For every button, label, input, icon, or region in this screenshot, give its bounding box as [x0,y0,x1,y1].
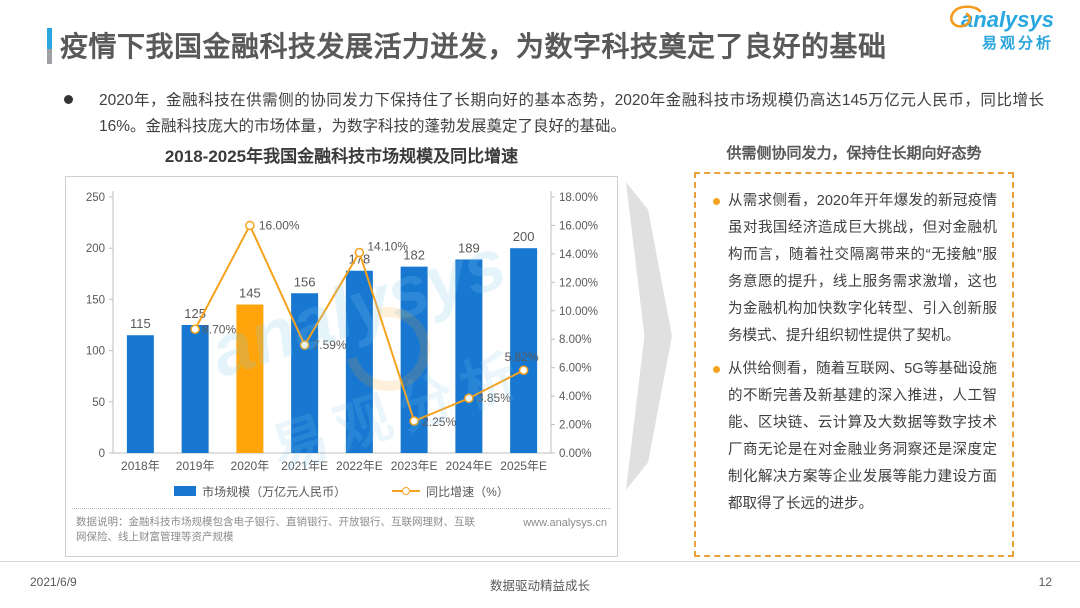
growth-value-label: 2.25% [422,415,456,429]
growth-marker [354,247,364,258]
data-note-text: 数据说明：金融科技市场规模包含电子银行、直销银行、开放银行、互联网理财、互联网保… [76,516,475,543]
growth-value-label: 14.10% [367,239,408,253]
insight-bullet-text: 从供给侧看，随着互联网、5G等基础设施的不断完善及新基建的深入推进，人工智能、区… [728,361,997,512]
right-axis-tick-label: 0.00% [559,448,592,460]
page-title: 疫情下我国金融科技发展活力迸发，为数字科技奠定了良好的基础 [60,31,887,62]
title-accent-bar [47,28,52,64]
legend-item-market-size: 市场规模（万亿元人民币） [174,483,346,500]
x-axis-label: 2020年 [230,459,269,473]
chart-note: 数据说明：金融科技市场规模包含电子银行、直销银行、开放银行、互联网理财、互联网保… [66,509,617,545]
chart-column: 2018-2025年我国金融科技市场规模及同比增速 analysys 易观分析 … [65,142,618,557]
bar-value-label: 200 [512,229,534,244]
bar [181,325,209,453]
bar [235,304,263,453]
x-axis-label: 2022年E [336,459,383,473]
bar [509,248,537,453]
x-axis-label: 2021年E [281,459,328,473]
x-axis-label: 2024年E [445,459,492,473]
chart-box: analysys 易观分析 0 50 100 150 200 250 0.00% 2.00% 4… [65,176,618,557]
bar-value-label: 145 [239,286,261,301]
growth-value-label: 3.85% [476,391,510,405]
header: 疫情下我国金融科技发展活力迸发，为数字科技奠定了良好的基础 [47,28,1060,66]
right-axis-tick-label: 8.00% [559,334,592,346]
bullet-dot-icon [64,95,73,104]
bar [454,259,482,453]
insight-bullet-demand: 从需求侧看，2020年开年爆发的新冠疫情虽对我国经济造成巨大挑战，但对金融机构而… [711,188,997,350]
x-axis-label: 2025年E [500,459,547,473]
insight-bullet-supply: 从供给侧看，随着互联网、5G等基础设施的不断完善及新基建的深入推进，人工智能、区… [711,356,997,518]
right-axis-tick-label: 18.00% [559,192,598,204]
legend-label: 同比增速（%） [426,484,509,499]
left-axis-tick-label: 200 [85,243,104,255]
insight-column: 供需侧协同发力，保持住长期向好态势 从需求侧看，2020年开年爆发的新冠疫情虽对… [694,142,1014,557]
bar-value-label: 182 [403,248,425,263]
legend-line-swatch-icon [392,486,421,496]
right-axis-tick-label: 14.00% [559,249,598,261]
x-axis-label: 2018年 [121,459,160,473]
growth-marker [518,365,528,375]
bar [290,293,318,453]
growth-marker [463,393,474,403]
analysys-swirl-icon [940,4,984,43]
right-axis-tick-label: 6.00% [559,363,592,375]
chart-title: 2018-2025年我国金融科技市场规模及同比增速 [164,147,519,166]
chart-legend: 市场规模（万亿元人民币） 同比增速（%） [66,481,617,501]
left-axis-tick-label: 150 [85,294,104,306]
growth-value-label: 8.70% [202,322,236,336]
footer: 2021/6/9 数据驱动精益成长 12 [0,561,1080,608]
x-axis-label: 2019年 [175,459,214,473]
bar [345,270,373,453]
right-axis-tick-label: 10.00% [559,306,598,318]
bullet-dot-icon [713,198,720,205]
right-axis-tick-label: 16.00% [559,220,598,232]
note-separator [72,508,611,509]
growth-value-label: 5.82% [504,350,538,364]
growth-marker [244,220,255,231]
footer-date: 2021/6/9 [30,575,77,589]
x-axis-label: 2023年E [390,459,437,473]
growth-value-label: 7.59% [312,338,346,352]
analysys-logo: analysys 易观分析 [936,5,1054,53]
right-axis-tick-label: 4.00% [559,391,592,403]
left-axis-tick-label: 50 [92,397,105,409]
bar-value-label: 115 [130,316,151,331]
page-number: 12 [1038,575,1052,589]
left-axis-tick-label: 0 [98,448,104,460]
legend-label: 市场规模（万亿元人民币） [202,484,347,499]
bar-value-label: 189 [458,240,480,255]
bullet-dot-icon [713,366,720,373]
growth-marker [189,324,200,335]
right-axis-tick-label: 12.00% [559,277,598,289]
legend-bar-swatch-icon [174,486,197,496]
source-site-text: www.analysys.cn [523,517,607,529]
legend-item-growth-rate: 同比增速（%） [392,483,509,500]
bar [126,335,154,453]
left-axis-tick-label: 100 [85,346,104,358]
left-axis-tick-label: 250 [85,192,104,204]
market-size-growth-chart: 0 50 100 150 200 250 0.00% 2.00% 4.00% 6.00% 8.00%… [85,191,598,473]
insight-bullet-text: 从需求侧看，2020年开年爆发的新冠疫情虽对我国经济造成巨大挑战，但对金融机构而… [728,193,997,344]
growth-marker [299,340,309,350]
insight-panel: 从需求侧看，2020年开年爆发的新冠疫情虽对我国经济造成巨大挑战，但对金融机构而… [694,172,1014,557]
bar-value-label: 156 [293,274,315,289]
growth-value-label: 16.00% [258,218,299,232]
logo-text-cn: 易观分析 [981,35,1054,52]
summary-text: 2020年，金融科技在供需侧的协同发力下保持住了长期向好的基本态势，2020年金… [99,92,1044,135]
summary-bullet: 2020年，金融科技在供需侧的协同发力下保持住了长期向好的基本态势，2020年金… [64,88,1044,140]
transition-arrow-icon [626,182,672,490]
right-axis-tick-label: 2.00% [559,420,592,432]
footer-slogan: 数据驱动精益成长 [489,579,590,593]
growth-marker [408,416,419,426]
insight-header: 供需侧协同发力，保持住长期向好态势 [726,145,982,162]
logo-text-en: analysys [961,7,1054,32]
content: 2018-2025年我国金融科技市场规模及同比增速 analysys 易观分析 … [0,142,1080,558]
